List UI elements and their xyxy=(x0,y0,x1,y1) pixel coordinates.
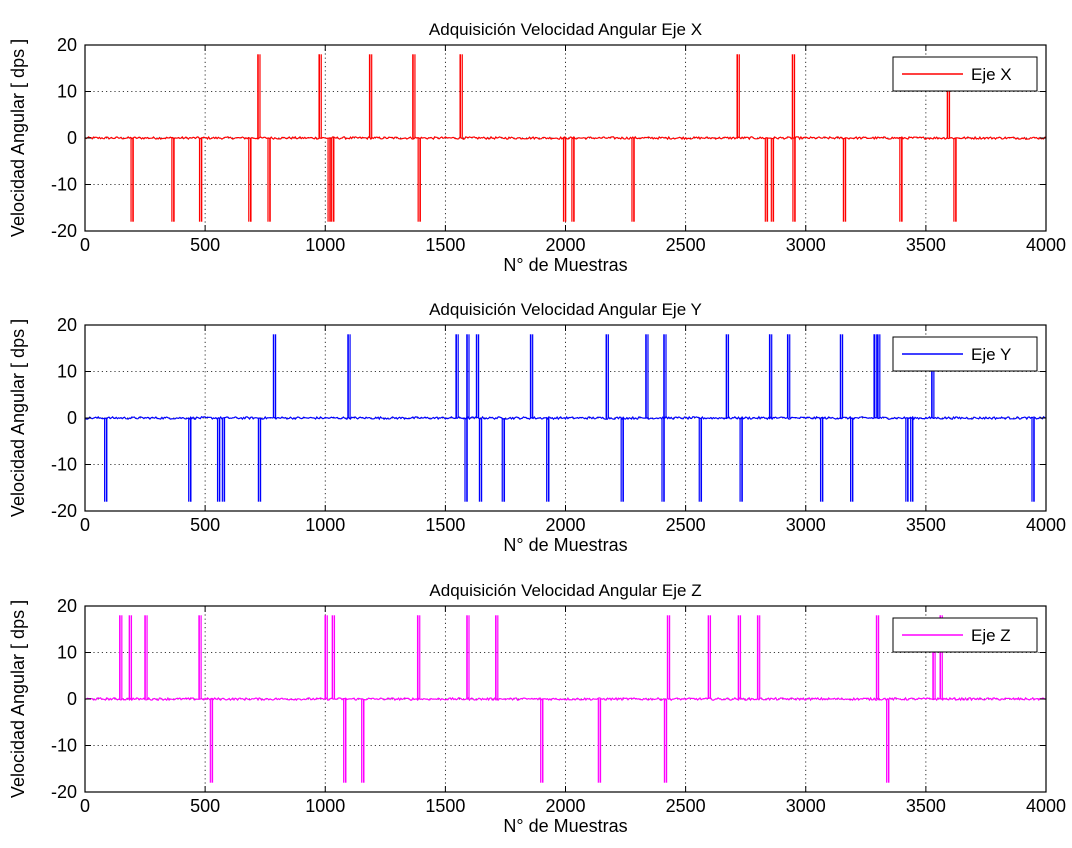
x-tick-label: 2500 xyxy=(666,235,706,255)
x-tick-label: 2000 xyxy=(545,796,585,816)
x-axis-label: N° de Muestras xyxy=(503,255,627,275)
legend: Eje Y xyxy=(892,336,1038,372)
series-baseline-line xyxy=(84,696,1047,702)
chart-title: Adquisición Velocidad Angular Eje Y xyxy=(429,300,702,319)
y-tick-label: -20 xyxy=(51,501,77,521)
x-axis-label: N° de Muestras xyxy=(503,535,627,555)
y-axis-label: Velocidad Angular [ dps ] xyxy=(8,319,28,517)
y-tick-label: -10 xyxy=(51,175,77,195)
x-tick-label: 3000 xyxy=(786,235,826,255)
x-tick-label: 0 xyxy=(80,796,90,816)
y-tick-label: 20 xyxy=(57,315,77,335)
series-eje-y xyxy=(84,334,1047,502)
x-tick-label: 1000 xyxy=(305,796,345,816)
y-tick-label: 10 xyxy=(57,643,77,663)
y-tick-label: 0 xyxy=(67,128,77,148)
y-tick-label: -20 xyxy=(51,782,77,802)
x-tick-label: 1500 xyxy=(425,796,465,816)
chart-title: Adquisición Velocidad Angular Eje Z xyxy=(429,581,701,600)
series-baseline-line xyxy=(84,415,1047,421)
x-tick-label: 4000 xyxy=(1026,796,1066,816)
x-tick-label: 3000 xyxy=(786,515,826,535)
x-tick-label: 3500 xyxy=(906,235,946,255)
y-axis-label: Velocidad Angular [ dps ] xyxy=(8,39,28,237)
y-tick-label: 20 xyxy=(57,35,77,55)
x-tick-label: 500 xyxy=(190,796,220,816)
x-tick-label: 3000 xyxy=(786,796,826,816)
x-tick-label: 500 xyxy=(190,515,220,535)
x-tick-label: 1000 xyxy=(305,515,345,535)
x-tick-label: 2500 xyxy=(666,515,706,535)
chart-title: Adquisición Velocidad Angular Eje X xyxy=(429,20,702,39)
y-tick-label: -20 xyxy=(51,221,77,241)
ticks: 0 500 1000 1500 2000 2500 3000 3500 4000 -20 -10 0 1… xyxy=(51,596,1066,816)
y-axis-label: Velocidad Angular [ dps ] xyxy=(8,600,28,798)
legend-label: Eje X xyxy=(971,65,1012,84)
subplot-2: Adquisición Velocidad Angular Eje Y Eje Y… xyxy=(8,300,1066,555)
x-tick-label: 2000 xyxy=(545,235,585,255)
ticks: 0 500 1000 1500 2000 2500 3000 3500 4000 -20 -10 0 1… xyxy=(51,35,1066,255)
legend: Eje X xyxy=(892,56,1038,92)
y-tick-label: -10 xyxy=(51,736,77,756)
x-tick-label: 1500 xyxy=(425,235,465,255)
y-tick-label: 10 xyxy=(57,362,77,382)
x-tick-label: 3500 xyxy=(906,796,946,816)
legend-label: Eje Z xyxy=(971,626,1011,645)
x-axis-label: N° de Muestras xyxy=(503,816,627,836)
x-tick-label: 0 xyxy=(80,235,90,255)
x-tick-label: 2000 xyxy=(545,515,585,535)
subplot-3: Adquisición Velocidad Angular Eje Z Eje Z… xyxy=(8,581,1066,836)
x-tick-label: 500 xyxy=(190,235,220,255)
series-eje-z xyxy=(84,615,1047,783)
x-tick-label: 0 xyxy=(80,515,90,535)
x-tick-label: 4000 xyxy=(1026,515,1066,535)
legend: Eje Z xyxy=(892,617,1038,653)
x-tick-label: 3500 xyxy=(906,515,946,535)
y-tick-label: -10 xyxy=(51,455,77,475)
legend-label: Eje Y xyxy=(971,345,1011,364)
x-tick-label: 2500 xyxy=(666,796,706,816)
subplot-1: Adquisición Velocidad Angular Eje X Eje X… xyxy=(8,20,1066,275)
x-tick-label: 1000 xyxy=(305,235,345,255)
y-tick-label: 0 xyxy=(67,689,77,709)
series-baseline-line xyxy=(84,135,1047,141)
ticks: 0 500 1000 1500 2000 2500 3000 3500 4000 -20 -10 0 1… xyxy=(51,315,1066,535)
series-eje-x xyxy=(84,54,1047,222)
y-tick-label: 20 xyxy=(57,596,77,616)
y-tick-label: 0 xyxy=(67,408,77,428)
y-tick-label: 10 xyxy=(57,82,77,102)
x-tick-label: 1500 xyxy=(425,515,465,535)
x-tick-label: 4000 xyxy=(1026,235,1066,255)
